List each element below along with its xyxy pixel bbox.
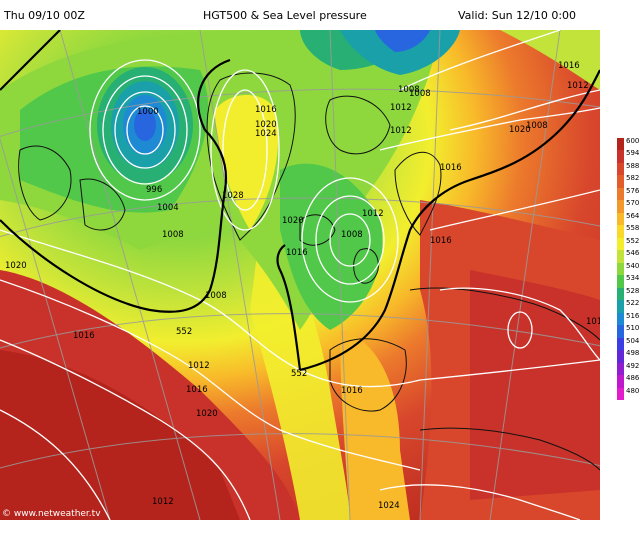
isobar-label: 1012 [567,81,589,91]
isobar-label: 1004 [157,203,179,213]
colorbar-tick-label: 564 [626,211,640,220]
colorbar-swatch [617,337,624,351]
colorbar-tick-label: 480 [626,386,640,395]
isobar-label: 1012 [152,497,174,507]
colorbar-tick-label: 594 [626,149,640,158]
colorbar-tick-label: 558 [626,224,640,233]
contour-552 [0,30,600,372]
north-cyan [340,30,460,75]
colorbar-tick-label: 510 [626,324,640,333]
footer [0,520,640,536]
colorbar-tick-label: 540 [626,261,640,270]
isobar-label: 1008 [526,121,548,131]
isobar-label: 1008 [398,85,420,95]
colorbar-tick-label: 600 [626,137,640,145]
isobar-label: 1020 [255,120,277,130]
colorbar [617,138,624,401]
colorbar-tick-label: 582 [626,174,640,183]
isobar-label: 1016 [440,163,462,173]
isobar-label: 1024 [378,501,400,511]
colorbar-tick-label: 486 [626,374,640,383]
isobar-label: 1016 [286,248,308,258]
colorbar-swatch [617,262,624,276]
valid-time: Valid: Sun 12/10 0:00 [458,9,577,22]
isobar-label: 1000 [137,107,159,117]
colorbar-swatch [617,362,624,376]
isobar-label: 1008 [205,291,227,301]
colorbar-tick-label: 498 [626,349,640,358]
greenland-ridge [215,95,279,230]
low-deepblue [134,109,156,141]
ridge-core [0,350,240,520]
ridge-east-core [470,270,600,500]
colorbar-swatch [617,175,624,189]
colorbar-swatch [617,162,624,176]
isobar-label: 1012 [390,126,412,136]
colorbar-tick-label: 570 [626,199,640,208]
coastlines [18,72,600,471]
colorbar-tick-label: 588 [626,161,640,170]
isobar-label: 1016 [430,236,452,246]
run-time: Thu 09/10 00Z [4,9,85,22]
isobar-label: 1012 [362,209,384,219]
colorbar-tick-label: 576 [626,186,640,195]
north-blue [375,30,430,52]
colorbar-swatch [617,250,624,264]
credit-text: © www.netweather.tv [2,509,101,519]
orange-band [340,330,410,520]
graticule [0,30,600,520]
colorbar-swatch [617,225,624,239]
colorbar-swatch [617,150,624,164]
colorbar-swatch [617,200,624,214]
colorbar-swatch [617,325,624,339]
colorbar-swatch [617,237,624,251]
colorbar-tick-label: 516 [626,311,640,320]
colorbar-swatch [617,138,624,151]
isobar-label: 1008 [409,89,431,99]
colorbar-tick-label: 492 [626,361,640,370]
colorbar-swatch [617,287,624,301]
isobar-label: 1008 [341,230,363,240]
colorbar-tick-label: 534 [626,274,640,283]
colorbar-swatch [617,350,624,364]
colorbar-swatch [617,312,624,326]
chart-title: HGT500 & Sea Level pressure [203,9,367,22]
colorbar-swatch [617,300,624,314]
weather-map: 1016100810121000996100410081016102010241… [0,30,600,520]
yellow-tongue [250,230,350,520]
isobar-label: 1020 [196,409,218,419]
isobar-label: 1016 [186,385,208,395]
contour-label-2: 552 [291,369,307,379]
isobar-label: 1016 [558,61,580,71]
isobar-label: 996 [146,185,162,195]
colorbar-swatch [617,375,624,389]
isobar-label: 1028 [222,191,244,201]
isobar-label: 1012 [586,317,600,327]
isobar-label: 1016 [73,331,95,341]
isobar-label: 1012 [188,361,210,371]
isobar-label: 1016 [341,386,363,396]
colorbar-swatch [617,275,624,289]
colorbar-tick-label: 552 [626,236,640,245]
colorbar-swatch [617,187,624,201]
colorbar-tick-label: 528 [626,286,640,295]
isobar-label: 1024 [255,129,277,139]
isobar-label: 1016 [255,105,277,115]
isobar-label: 1020 [509,125,531,135]
colorbar-swatch [617,212,624,226]
colorbar-tick-label: 522 [626,299,640,308]
colorbar-swatch [617,387,624,401]
isobar-label: 1020 [5,261,27,271]
northeast-yellowgreen [500,30,600,90]
isobar-labels: 1016100810121000996100410081016102010241… [5,61,600,511]
header-bar: Thu 09/10 00Z HGT500 & Sea Level pressur… [0,0,640,30]
isobar-label: 1020 [282,216,304,226]
isobar-lines [0,30,600,520]
contour-label-1: 552 [176,327,192,337]
isobar-label: 1008 [162,230,184,240]
colorbar-tick-label: 504 [626,336,640,345]
isobar-label: 1012 [390,103,412,113]
colorbar-tick-label: 546 [626,249,640,258]
